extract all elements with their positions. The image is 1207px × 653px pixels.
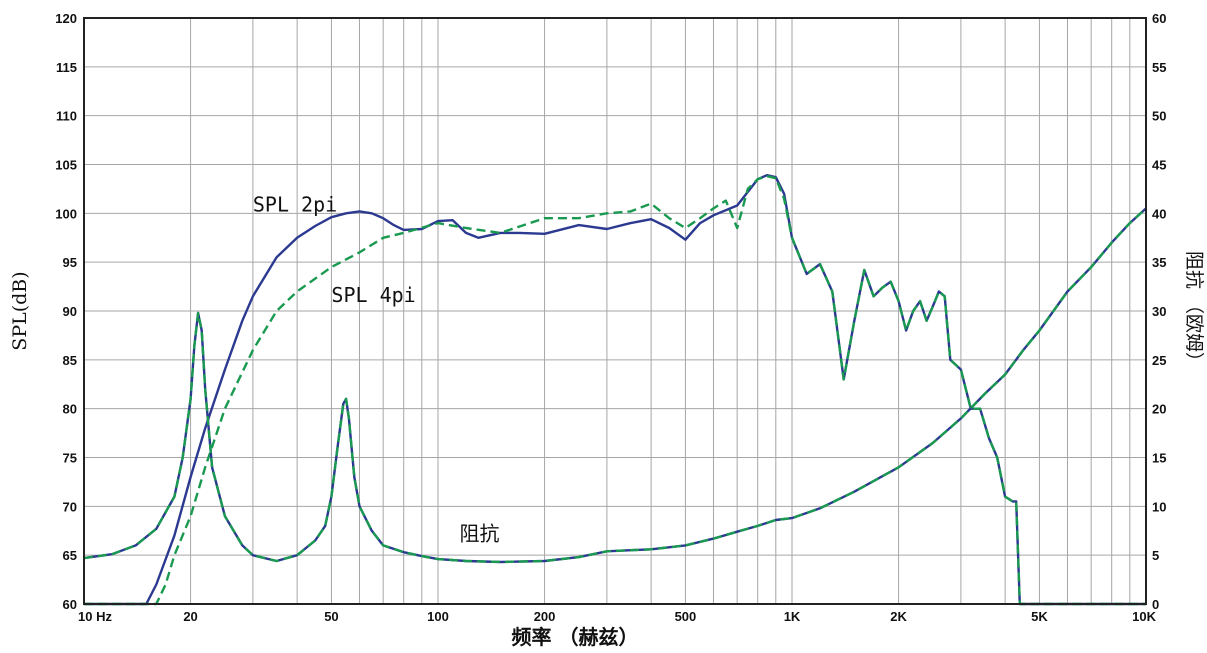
left-y-axis-title: SPL(dB) <box>9 271 31 350</box>
right-y-tick-labels: 0 5 10 15 20 25 30 35 40 45 50 55 60 <box>1152 11 1166 612</box>
plot-frame <box>83 17 1147 605</box>
series-annotation: 阻抗 <box>459 522 499 546</box>
series-layer <box>83 174 1147 606</box>
x-tick-label: 100 <box>427 609 449 624</box>
left-y-tick-label: 120 <box>55 11 77 26</box>
series-line-2 <box>84 175 1146 606</box>
right-y-tick-label: 55 <box>1152 60 1166 75</box>
grid <box>84 18 1146 604</box>
right-y-tick-label: 0 <box>1152 597 1159 612</box>
x-tick-label: 1K <box>784 609 801 624</box>
annotations: SPL 2pi SPL 4pi 阻抗 <box>253 192 500 545</box>
left-y-tick-labels: 60 65 70 75 80 85 90 95 100 105 110 115 120 <box>55 11 77 612</box>
left-y-tick-label: 85 <box>63 353 77 368</box>
right-y-tick-label: 35 <box>1152 255 1166 270</box>
left-y-tick-label: 65 <box>63 548 77 563</box>
x-tick-label: 2K <box>890 609 907 624</box>
x-tick-label: 5K <box>1031 609 1048 624</box>
series-line-1 <box>84 174 1146 606</box>
left-y-tick-label: 110 <box>56 109 77 124</box>
right-y-tick-label: 45 <box>1152 158 1166 173</box>
right-y-tick-label: 25 <box>1152 353 1166 368</box>
x-tick-label: 10K <box>1132 609 1156 624</box>
x-tick-label: 500 <box>675 609 697 624</box>
left-y-tick-label: 75 <box>63 451 77 466</box>
right-y-axis-title: 阻抗 （欧姆） <box>1183 251 1205 371</box>
x-tick-labels: 10 Hz 20 50 100 200 500 1K 2K 5K 10K <box>78 609 1157 624</box>
right-y-tick-label: 20 <box>1152 402 1166 417</box>
right-y-tick-label: 10 <box>1152 499 1166 514</box>
left-y-tick-label: 95 <box>63 255 77 270</box>
x-tick-label: 50 <box>324 609 338 624</box>
x-tick-label: 20 <box>183 609 197 624</box>
right-y-tick-label: 30 <box>1152 304 1166 319</box>
right-y-tick-label: 15 <box>1152 451 1166 466</box>
series-line-3 <box>83 207 1147 564</box>
series-annotation: SPL 2pi <box>253 192 337 216</box>
left-y-tick-label: 115 <box>56 60 77 75</box>
right-y-tick-label: 5 <box>1152 548 1159 563</box>
right-y-tick-label: 50 <box>1152 109 1166 124</box>
left-y-tick-label: 90 <box>63 304 77 319</box>
left-y-tick-label: 80 <box>63 402 77 417</box>
x-tick-label: 10 Hz <box>78 609 112 624</box>
series-line-3-overlay <box>83 207 1147 564</box>
x-axis-title: 频率 （赫兹） <box>512 625 639 649</box>
series-annotation: SPL 4pi <box>331 283 415 307</box>
x-tick-label: 200 <box>534 609 556 624</box>
left-y-tick-label: 60 <box>63 597 77 612</box>
right-y-tick-label: 60 <box>1152 11 1166 26</box>
left-y-tick-label: 70 <box>63 499 77 514</box>
left-y-tick-label: 100 <box>55 206 77 221</box>
left-y-tick-label: 105 <box>55 158 77 173</box>
right-y-tick-label: 40 <box>1152 206 1166 221</box>
